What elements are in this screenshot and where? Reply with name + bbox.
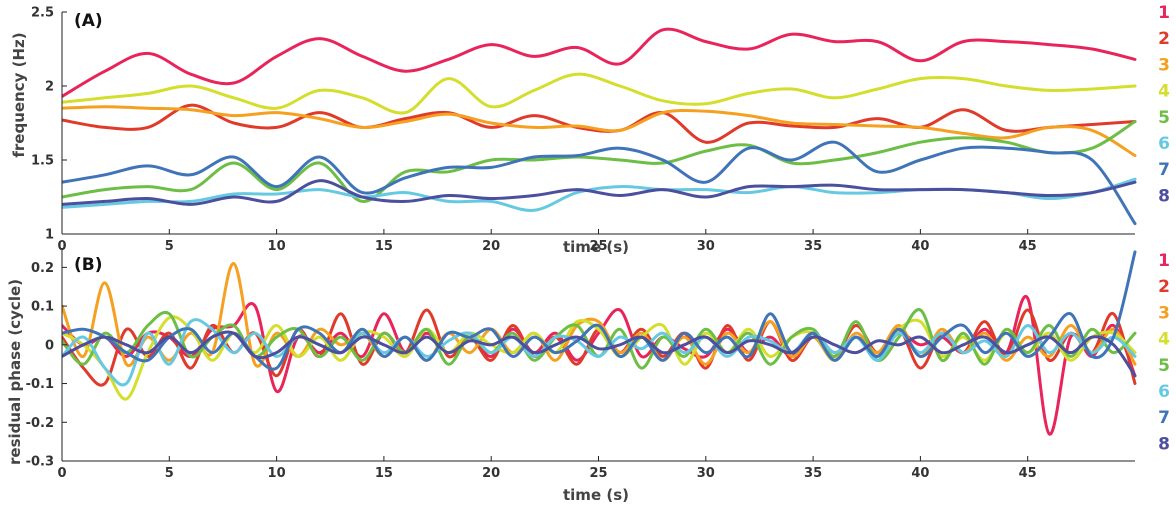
- panel-a-xtick-label: 20: [482, 239, 500, 254]
- panel-a-legend-item-4: 4: [1158, 82, 1170, 102]
- panel-b-xtick-label: 15: [375, 466, 393, 481]
- panel-a-legend-item-8: 8: [1158, 186, 1170, 206]
- panel-b: (B) time (s) residual phase (cycle) 0 5 10…: [6, 248, 1170, 504]
- panel-a-series-3-line: [62, 105, 1137, 158]
- panel-b-legend-item-3: 3: [1158, 303, 1170, 323]
- panel-b-xlabel: time (s): [563, 486, 629, 504]
- panel-b-xtick-label: 45: [1019, 466, 1037, 481]
- panel-a-legend-item-6: 6: [1158, 134, 1170, 154]
- panel-b-legend-item-4: 4: [1158, 330, 1170, 350]
- panel-b-legend-item-2: 2: [1158, 277, 1170, 297]
- panel-b-ytick-label: -0.2: [26, 416, 54, 431]
- panel-a-tag: (A): [74, 11, 103, 31]
- panel-a-xtick-label: 30: [697, 239, 715, 254]
- panel-b-tag: (B): [74, 255, 103, 275]
- panel-b-xtick-label: 30: [697, 466, 715, 481]
- panel-b-legend-item-5: 5: [1158, 356, 1170, 376]
- panel-a-xtick-label: 0: [57, 239, 66, 254]
- panel-a-xtick-label: 10: [268, 239, 286, 254]
- panel-a-legend-item-2: 2: [1158, 29, 1170, 49]
- panel-a: (A) time (s) frequency (Hz) 0 5 10 15 20 25 30…: [10, 3, 1170, 256]
- panel-b-series-1-line: [62, 294, 1137, 436]
- panel-a-ytick-label: 1.5: [31, 154, 54, 169]
- panel-a-series-1-line: [62, 27, 1137, 98]
- panel-a-legend-item-5: 5: [1158, 108, 1170, 128]
- panel-a-series-8-line: [62, 179, 1137, 206]
- panel-b-ytick-label: -0.1: [26, 377, 54, 392]
- panel-a-series-4-line: [62, 72, 1137, 115]
- panel-b-xtick-label: 25: [589, 466, 607, 481]
- panel-a-legend-item-1: 1: [1158, 3, 1170, 23]
- panel-a-xtick-label: 45: [1019, 239, 1037, 254]
- panel-b-lines: [62, 250, 1137, 436]
- panel-b-xtick-label: 0: [57, 466, 66, 481]
- panel-a-ytick-label: 2.5: [31, 6, 54, 21]
- panel-a-series-7-line: [62, 140, 1137, 226]
- panel-a-legend-item-3: 3: [1158, 55, 1170, 75]
- panel-b-ytick-label: 0.2: [31, 261, 54, 276]
- panel-b-legend-item-6: 6: [1158, 382, 1170, 402]
- panel-a-xtick-label: 25: [589, 239, 607, 254]
- panel-b-xtick-label: 20: [482, 466, 500, 481]
- panel-a-series-6-line: [62, 177, 1137, 212]
- panel-b-ytick-label: -0.3: [26, 455, 54, 470]
- panel-a-ytick-label: 2: [45, 80, 54, 95]
- panel-b-legend-item-1: 1: [1158, 251, 1170, 271]
- panel-b-legend-item-7: 7: [1158, 408, 1170, 428]
- panel-a-ylabel: frequency (Hz): [10, 32, 28, 157]
- panel-a-xlabel: time (s): [563, 238, 629, 256]
- panel-b-xtick-label: 35: [804, 466, 822, 481]
- panel-b-ylabel: residual phase (cycle): [6, 279, 24, 465]
- panel-a-xtick-label: 15: [375, 239, 393, 254]
- panel-a-xtick-label: 5: [165, 239, 174, 254]
- panel-b-ytick-label: 0: [45, 338, 54, 353]
- panel-a-xtick-label: 40: [911, 239, 929, 254]
- panel-b-xtick-label: 5: [165, 466, 174, 481]
- panel-b-series-8-line: [62, 330, 1137, 378]
- panel-a-series-5-line: [62, 120, 1137, 203]
- panel-a-xtick-label: 35: [804, 239, 822, 254]
- panel-b-xtick-label: 40: [911, 466, 929, 481]
- panel-a-legend-item-7: 7: [1158, 160, 1170, 180]
- panel-b-legend-item-8: 8: [1158, 434, 1170, 454]
- panel-b-xtick-label: 10: [268, 466, 286, 481]
- panel-a-lines: [62, 27, 1137, 226]
- panel-a-ytick-label: 1: [45, 228, 54, 243]
- panel-b-ytick-label: 0.1: [31, 300, 54, 315]
- panel-a-series-2-line: [62, 103, 1137, 144]
